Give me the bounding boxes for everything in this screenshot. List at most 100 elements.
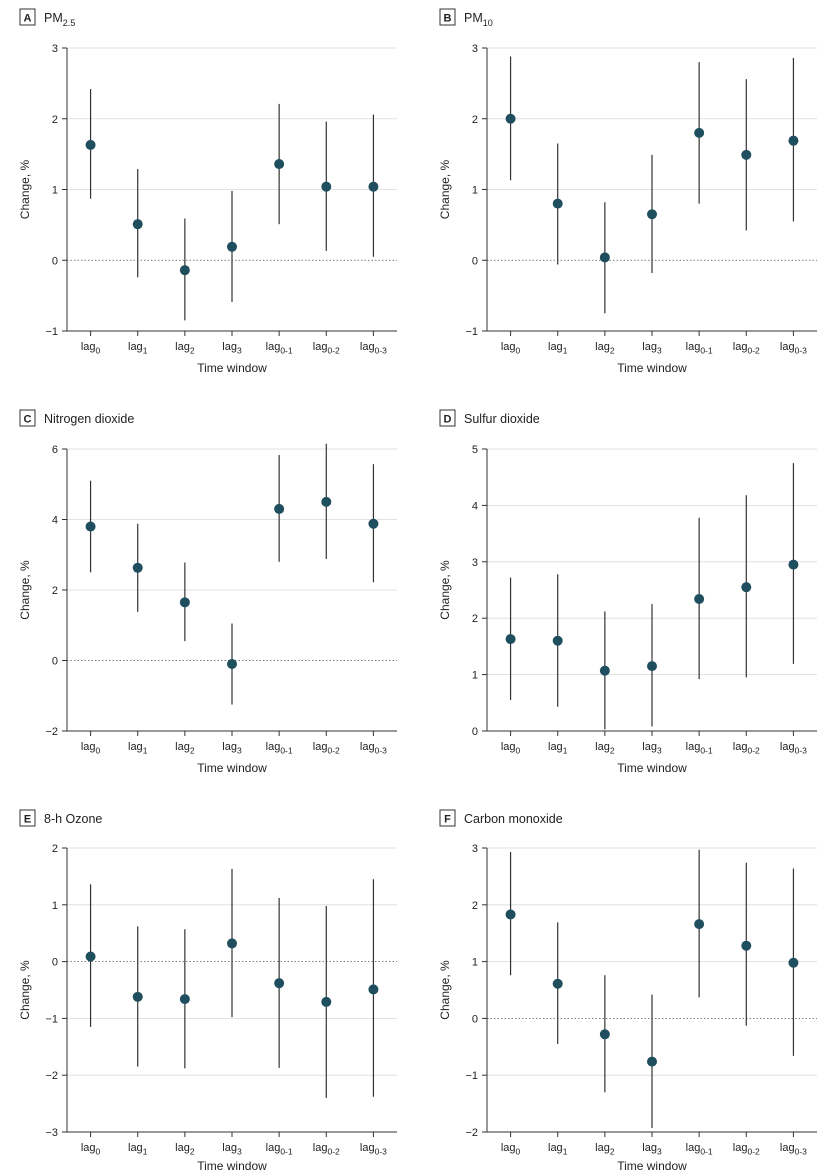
x-tick-label: lag3 (642, 341, 662, 356)
panel-title: PM2.5 (44, 11, 75, 28)
y-tick-label: −2 (465, 1127, 478, 1139)
y-tick-label: 2 (472, 613, 478, 625)
panel-c: C Nitrogen dioxide −2 0 2 4 6 lag0 lag1 lag2 lag3 l… (18, 409, 397, 775)
x-axis-title: Time window (617, 761, 687, 775)
x-tick-label: lag0 (81, 741, 101, 756)
x-tick-label: lag3 (642, 1142, 662, 1157)
y-tick-label: −2 (45, 1070, 58, 1082)
x-tick-label: lag0 (501, 341, 521, 356)
point-estimate (505, 909, 516, 920)
x-tick-label: lag0-3 (360, 1142, 387, 1157)
panel-letter: B (444, 13, 452, 25)
point-estimate (647, 209, 657, 220)
point-estimate (694, 919, 705, 930)
panel-letter-box (439, 809, 456, 827)
point-estimate (132, 991, 143, 1002)
x-tick-label: lag2 (595, 341, 615, 356)
panel-letter: A (24, 13, 32, 25)
panel-letter-box (19, 8, 36, 26)
point-estimate (132, 562, 143, 573)
y-tick-label: 4 (472, 500, 478, 512)
point-estimate (179, 994, 190, 1005)
panel-title: 8-h Ozone (44, 812, 102, 826)
panel-title-subscript: 2.5 (63, 18, 76, 28)
point-estimate (552, 198, 563, 209)
y-axis-title: Change, % (438, 960, 452, 1020)
y-tick-label: 1 (52, 900, 58, 912)
x-tick-label: lag0 (81, 341, 101, 356)
y-axis-title: Change, % (438, 159, 452, 219)
point-estimate (227, 659, 237, 670)
y-tick-label: 3 (472, 43, 478, 55)
panel-letter: F (444, 814, 451, 826)
x-tick-label: lag0-2 (313, 341, 340, 356)
x-tick-label: lag0-1 (686, 741, 713, 756)
point-estimate (599, 252, 610, 263)
y-tick-label: 1 (52, 185, 58, 197)
panel-title: Carbon monoxide (464, 812, 563, 826)
x-tick-label: lag0-3 (780, 341, 807, 356)
y-tick-label: 3 (52, 43, 58, 55)
point-estimate (274, 978, 285, 989)
point-estimate (368, 518, 379, 529)
x-tick-label: lag0-1 (266, 741, 293, 756)
x-tick-label: lag2 (175, 1142, 195, 1157)
panel-letter: E (24, 814, 31, 826)
y-tick-label: 2 (472, 900, 478, 912)
y-tick-label: −1 (45, 326, 58, 338)
x-tick-label: lag1 (128, 741, 148, 756)
y-axis-title: Change, % (18, 560, 32, 620)
y-tick-label: 0 (52, 957, 58, 969)
y-tick-label: −1 (45, 1013, 58, 1025)
point-estimate (321, 996, 332, 1007)
point-estimate (741, 582, 752, 593)
x-tick-label: lag1 (548, 341, 568, 356)
y-tick-label: 0 (472, 726, 478, 738)
y-axis-title: Change, % (18, 960, 32, 1020)
x-axis-title: Time window (197, 761, 267, 775)
point-estimate (788, 559, 799, 570)
panel-title: Nitrogen dioxide (44, 412, 134, 426)
x-tick-label: lag0-2 (733, 341, 760, 356)
x-tick-label: lag2 (595, 741, 615, 756)
x-tick-label: lag0-1 (686, 341, 713, 356)
panel-b: B PM10 −1 0 1 2 3 lag0 lag1 lag2 lag3 lag0-1 lag0-2 l… (438, 8, 817, 375)
point-estimate (227, 938, 237, 949)
point-estimate (179, 265, 190, 276)
panel-title: PM10 (464, 11, 493, 28)
x-axis-title: Time window (197, 361, 267, 375)
x-axis-title: Time window (197, 1159, 267, 1173)
point-estimate (368, 181, 379, 192)
point-estimate (694, 594, 705, 605)
point-estimate (599, 665, 610, 676)
x-axis-title: Time window (617, 361, 687, 375)
y-tick-label: −2 (45, 726, 58, 738)
y-tick-label: 6 (52, 444, 58, 456)
y-tick-label: −1 (465, 326, 478, 338)
x-tick-label: lag0-3 (360, 741, 387, 756)
y-tick-label: 0 (52, 255, 58, 267)
x-tick-label: lag0-3 (360, 341, 387, 356)
point-estimate (368, 984, 379, 995)
x-tick-label: lag0-2 (313, 741, 340, 756)
x-tick-label: lag3 (222, 1142, 242, 1157)
point-estimate (788, 135, 799, 146)
x-tick-label: lag0-1 (266, 341, 293, 356)
panel-d: D Sulfur dioxide 0 1 2 3 4 5 lag0 lag1 lag2 lag3 lag… (438, 409, 817, 775)
y-tick-label: 2 (52, 114, 58, 126)
y-axis-title: Change, % (18, 159, 32, 219)
y-axis-title: Change, % (438, 560, 452, 620)
x-tick-label: lag0 (501, 741, 521, 756)
point-estimate (227, 241, 237, 252)
panel-title-subscript: 10 (483, 18, 493, 28)
panel-letter-box (439, 8, 456, 26)
point-estimate (321, 181, 332, 192)
y-tick-label: −1 (465, 1070, 478, 1082)
point-estimate (85, 951, 96, 962)
y-tick-label: 3 (472, 843, 478, 855)
point-estimate (694, 127, 705, 138)
x-tick-label: lag0 (501, 1142, 521, 1157)
panel-letter-box (439, 409, 456, 427)
point-estimate (647, 1056, 657, 1067)
y-tick-label: 1 (472, 670, 478, 682)
